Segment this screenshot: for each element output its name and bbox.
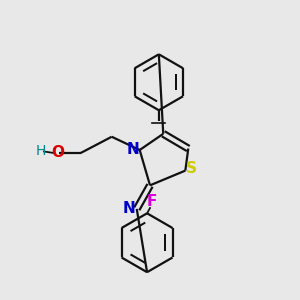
Text: F: F [146,194,157,209]
Text: N: N [127,142,140,157]
Text: H: H [35,145,46,158]
Text: N: N [123,201,136,216]
Text: O: O [51,145,64,160]
Text: S: S [186,161,197,176]
